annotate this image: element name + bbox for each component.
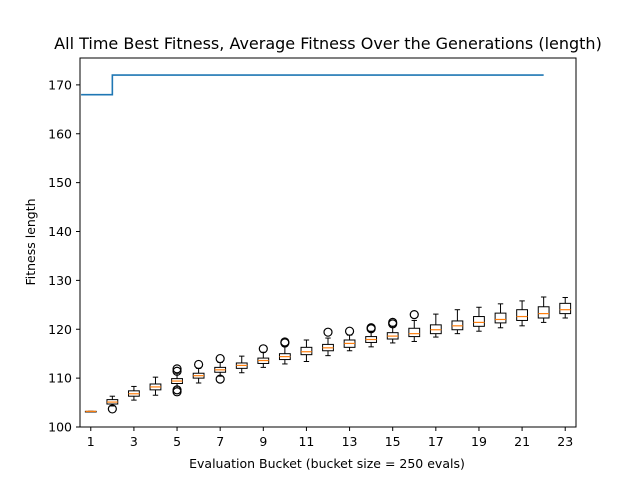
outlier-point <box>172 366 182 376</box>
outlier-point <box>107 404 117 414</box>
x-tick-label: 19 <box>471 434 487 449</box>
x-tick-label: 3 <box>130 434 138 449</box>
y-tick-label: 100 <box>48 420 72 435</box>
outlier-point <box>323 327 333 337</box>
x-tick-label: 13 <box>342 434 358 449</box>
box-iqr <box>494 312 507 324</box>
y-tick-label: 140 <box>48 224 72 239</box>
x-tick-label: 1 <box>87 434 95 449</box>
box-bucket-7 <box>214 353 227 384</box>
y-tick-label: 110 <box>48 371 72 386</box>
box-bucket-9 <box>257 344 270 368</box>
x-tick-label: 11 <box>298 434 314 449</box>
outlier-point <box>172 364 182 374</box>
x-tick-label: 15 <box>385 434 401 449</box>
box-iqr <box>537 306 550 319</box>
box-bucket-10 <box>278 337 291 365</box>
box-bucket-17 <box>429 313 442 338</box>
box-iqr <box>408 327 421 338</box>
box-bucket-2 <box>106 395 119 414</box>
x-axis-label: Evaluation Bucket (bucket size = 250 eva… <box>189 456 465 471</box>
outlier-point <box>344 326 355 336</box>
outlier-point <box>280 337 290 347</box>
box-bucket-13 <box>343 326 356 352</box>
box-bucket-22 <box>537 296 550 323</box>
axes-frame <box>79 57 577 428</box>
x-tick-label: 21 <box>514 434 530 449</box>
box-bucket-19 <box>473 306 485 332</box>
box-bucket-15 <box>386 317 399 344</box>
box-bucket-21 <box>516 300 528 327</box>
outlier-point <box>215 353 225 364</box>
x-tick-label: 17 <box>428 434 444 449</box>
box-bucket-3 <box>128 385 140 401</box>
outlier-point <box>172 385 182 395</box>
outlier-point <box>194 359 204 370</box>
x-tick-label: 9 <box>259 434 267 449</box>
box-bucket-18 <box>451 309 464 335</box>
box-iqr <box>300 346 313 356</box>
y-tick-label: 120 <box>48 322 72 337</box>
outlier-point <box>388 317 398 328</box>
chart-title: All Time Best Fitness, Average Fitness O… <box>54 34 602 53</box>
outlier-point <box>366 323 376 333</box>
plot-area: 1 3 5 7 9 11 13 15 17 19 21 23100110120130140150160… <box>48 57 577 449</box>
outlier-point <box>215 374 225 384</box>
box-bucket-5 <box>171 364 183 397</box>
box-bucket-14 <box>365 323 378 348</box>
x-tick-label: 5 <box>173 434 181 449</box>
outlier-point <box>258 344 268 354</box>
box-bucket-12 <box>322 327 334 357</box>
box-bucket-20 <box>494 303 507 329</box>
box-bucket-4 <box>149 376 162 396</box>
x-tick-label: 7 <box>216 434 224 449</box>
box-iqr <box>516 309 528 321</box>
box-iqr <box>473 316 485 327</box>
box-bucket-1 <box>84 410 97 413</box>
box-bucket-16 <box>408 309 421 342</box>
box-bucket-6 <box>192 359 205 384</box>
box-bucket-8 <box>235 355 248 374</box>
y-tick-label: 130 <box>48 273 72 288</box>
y-tick-label: 170 <box>48 77 72 92</box>
box-bucket-23 <box>559 296 572 319</box>
y-axis-label: Fitness length <box>23 198 38 285</box>
y-tick-label: 150 <box>48 175 72 190</box>
best-fitness-line <box>81 74 544 96</box>
box-iqr <box>559 302 572 315</box>
y-tick-label: 160 <box>48 126 72 141</box>
outlier-point <box>409 309 419 320</box>
x-tick-label: 23 <box>557 434 573 449</box>
box-bucket-11 <box>300 339 313 363</box>
